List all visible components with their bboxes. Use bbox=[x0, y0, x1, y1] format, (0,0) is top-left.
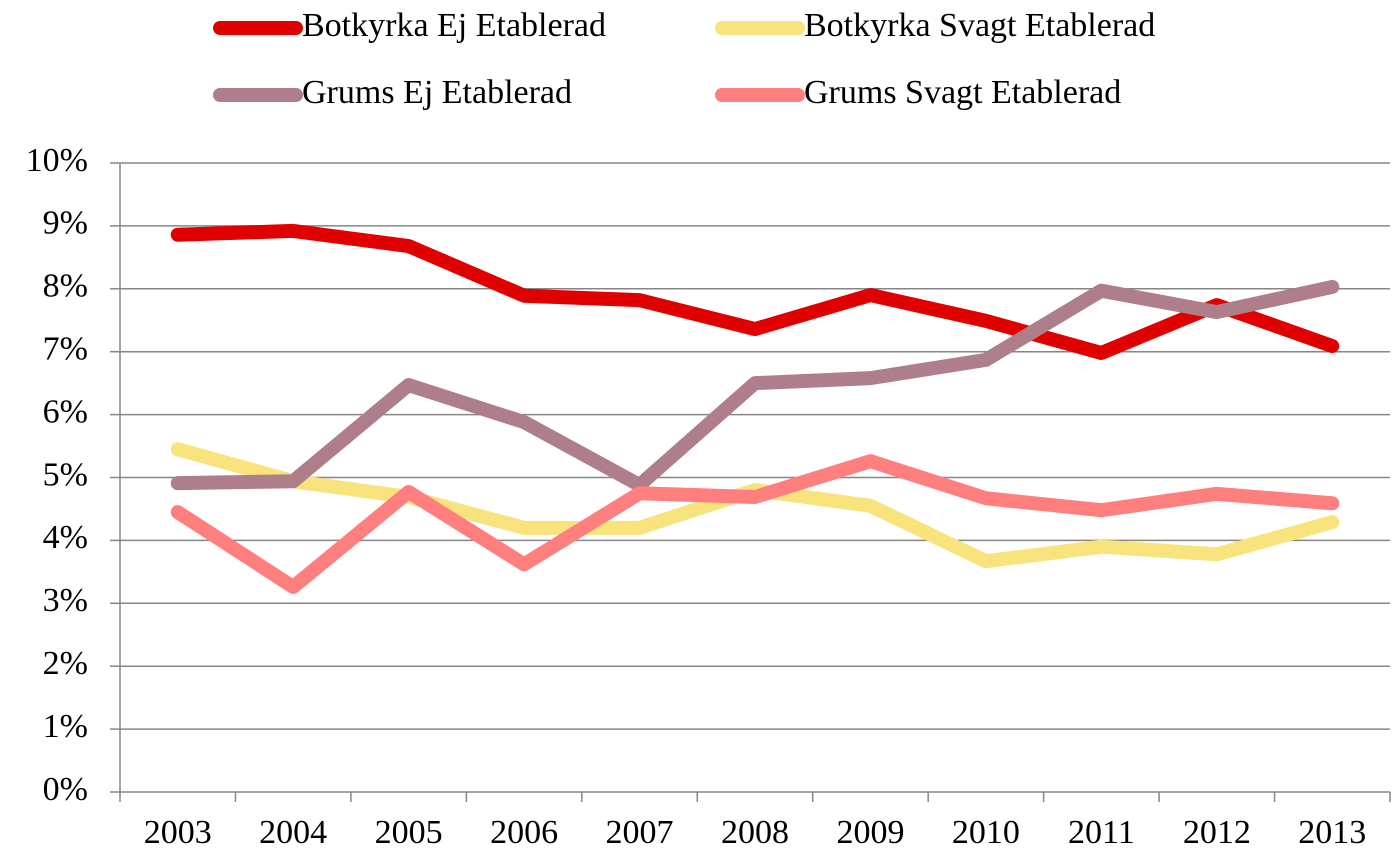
y-tick-label: 9% bbox=[43, 205, 88, 242]
series-line bbox=[170, 279, 1340, 493]
y-tick-label: 2% bbox=[43, 645, 88, 682]
x-tick-label: 2008 bbox=[721, 814, 789, 851]
x-tick-label: 2010 bbox=[952, 814, 1020, 851]
legend-label: Grums Ej Etablerad bbox=[302, 74, 572, 111]
series-line bbox=[170, 454, 1340, 594]
x-tick-label: 2009 bbox=[836, 814, 904, 851]
legend-label: Botkyrka Ej Etablerad bbox=[302, 7, 606, 44]
y-tick-label: 5% bbox=[43, 456, 88, 493]
x-tick-label: 2003 bbox=[144, 814, 212, 851]
y-tick-label: 7% bbox=[43, 330, 88, 367]
x-tick-label: 2007 bbox=[606, 814, 674, 851]
y-tick-label: 3% bbox=[43, 582, 88, 619]
legend-label: Grums Svagt Etablerad bbox=[804, 74, 1121, 111]
x-tick-label: 2013 bbox=[1298, 814, 1366, 851]
x-tick-label: 2004 bbox=[259, 814, 327, 851]
y-tick-label: 10% bbox=[26, 142, 88, 179]
y-tick-label: 6% bbox=[43, 393, 88, 430]
x-tick-label: 2005 bbox=[375, 814, 443, 851]
y-tick-label: 0% bbox=[43, 771, 88, 808]
series-line bbox=[170, 223, 1340, 360]
x-tick-label: 2006 bbox=[490, 814, 558, 851]
y-tick-label: 1% bbox=[43, 708, 88, 745]
y-tick-label: 4% bbox=[43, 519, 88, 556]
legend-label: Botkyrka Svagt Etablerad bbox=[804, 7, 1155, 44]
x-tick-label: 2012 bbox=[1183, 814, 1251, 851]
y-tick-label: 8% bbox=[43, 268, 88, 305]
x-tick-label: 2011 bbox=[1068, 814, 1135, 851]
